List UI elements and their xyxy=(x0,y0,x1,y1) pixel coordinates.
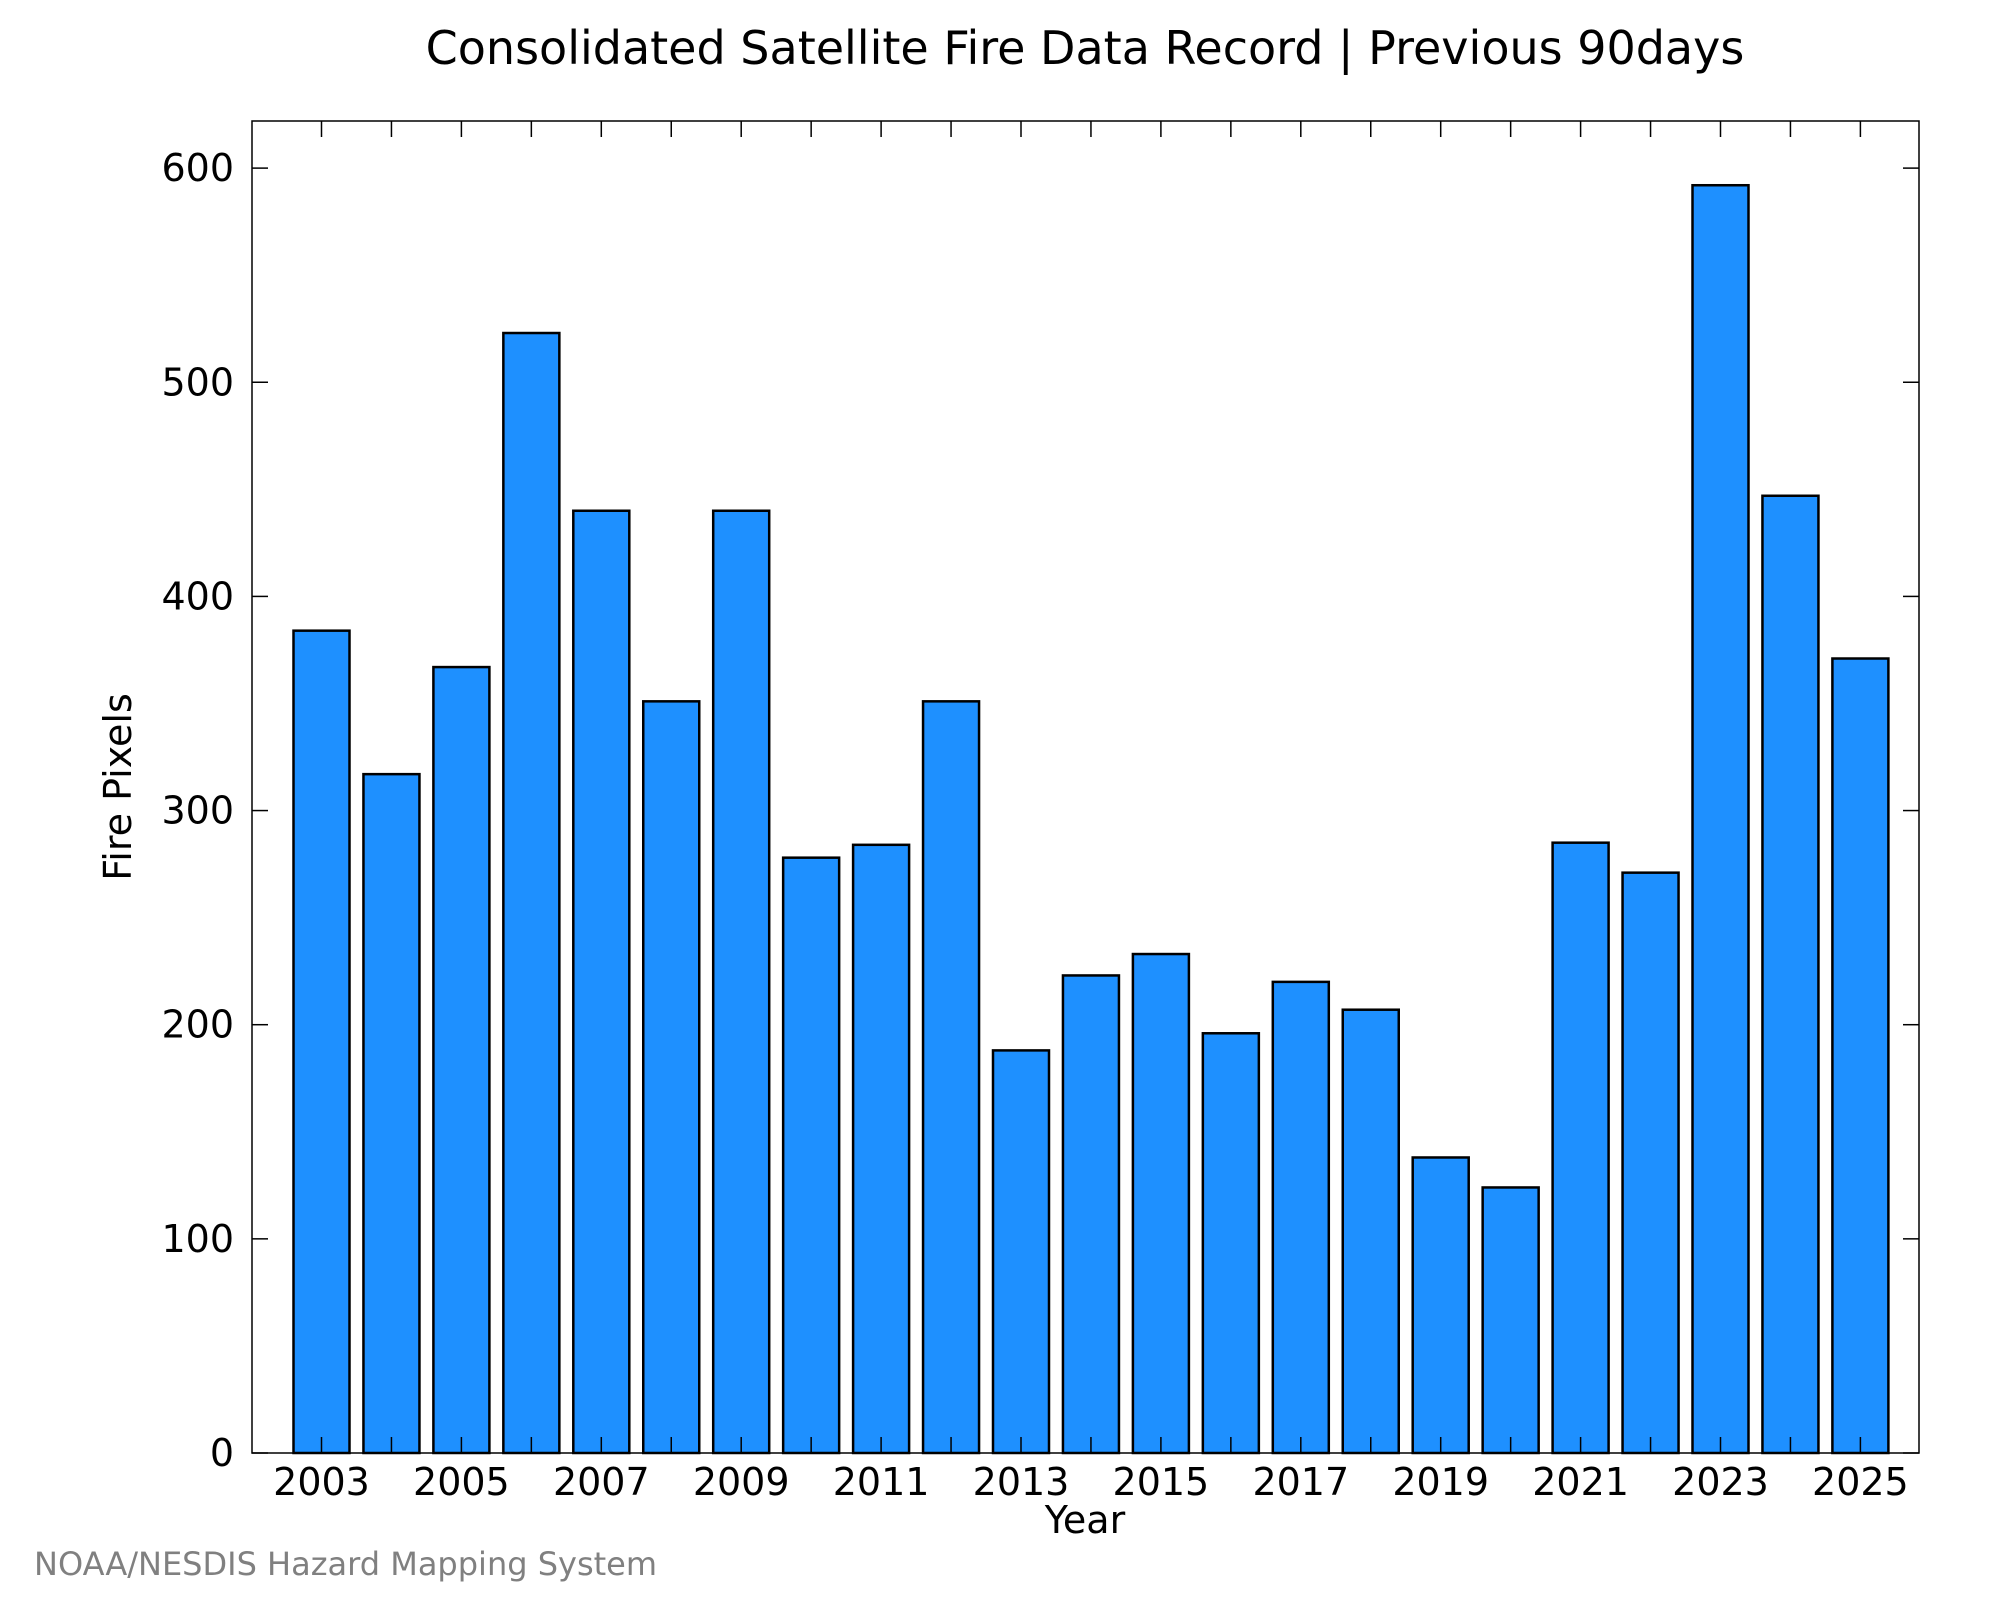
y-tick-label-400: 400 xyxy=(161,574,234,618)
x-tick-label-2003: 2003 xyxy=(273,1460,370,1504)
bar-2003 xyxy=(292,629,351,1455)
chart-title: Consolidated Satellite Fire Data Record … xyxy=(426,21,1745,76)
bar-2014 xyxy=(1061,974,1121,1455)
y-axis-label: Fire Pixels xyxy=(96,693,140,881)
bar-2007 xyxy=(572,509,631,1455)
x-tick-label-2023: 2023 xyxy=(1672,1460,1769,1504)
bar-2006 xyxy=(502,331,561,1455)
bar-2010 xyxy=(781,856,841,1455)
x-tick-label-2007: 2007 xyxy=(553,1460,650,1504)
x-tick-label-2017: 2017 xyxy=(1252,1460,1349,1504)
x-tick-label-2019: 2019 xyxy=(1392,1460,1489,1504)
bar-2021 xyxy=(1551,841,1610,1455)
x-tick-label-2011: 2011 xyxy=(833,1460,930,1504)
x-axis-label: Year xyxy=(1044,1498,1126,1542)
plot-frame xyxy=(251,120,1920,1454)
y-tick-label-600: 600 xyxy=(161,146,234,190)
credit-text: NOAA/NESDIS Hazard Mapping System xyxy=(34,1545,657,1583)
bar-2012 xyxy=(921,700,981,1455)
bar-2004 xyxy=(362,772,421,1455)
bar-2025 xyxy=(1831,657,1890,1455)
y-tick-label-200: 200 xyxy=(161,1003,234,1047)
bar-2024 xyxy=(1761,494,1820,1455)
x-tick-label-2025: 2025 xyxy=(1812,1460,1909,1504)
bar-2015 xyxy=(1131,952,1191,1455)
bar-2008 xyxy=(642,700,701,1455)
y-tick-label-100: 100 xyxy=(161,1217,234,1261)
bar-2023 xyxy=(1691,183,1750,1455)
bar-2020 xyxy=(1481,1186,1540,1455)
bar-2018 xyxy=(1341,1008,1400,1455)
ticks-layer: 2003 2005 2007 2009 2011 2013 2015 2017 2019 2021… xyxy=(161,121,1919,1504)
bar-2011 xyxy=(851,843,911,1455)
bar-2016 xyxy=(1201,1032,1261,1455)
y-tick-label-300: 300 xyxy=(161,789,234,833)
bar-2017 xyxy=(1271,980,1331,1455)
x-tick-label-2005: 2005 xyxy=(413,1460,510,1504)
x-tick-label-2015: 2015 xyxy=(1113,1460,1210,1504)
bar-2009 xyxy=(711,509,771,1455)
bar-2013 xyxy=(991,1049,1051,1455)
y-tick-label-500: 500 xyxy=(161,360,234,404)
bar-2022 xyxy=(1621,871,1680,1455)
x-tick-label-2021: 2021 xyxy=(1532,1460,1629,1504)
bars-layer xyxy=(292,183,1890,1455)
x-tick-label-2013: 2013 xyxy=(973,1460,1070,1504)
x-tick-label-2009: 2009 xyxy=(693,1460,790,1504)
bar-2005 xyxy=(432,665,491,1455)
y-tick-label-0: 0 xyxy=(210,1431,234,1475)
bar-2019 xyxy=(1411,1156,1470,1455)
